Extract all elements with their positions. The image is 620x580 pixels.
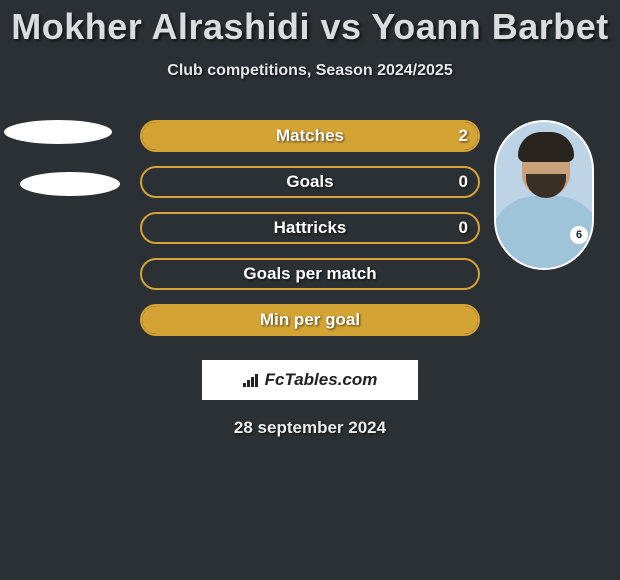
stat-bar-fill bbox=[142, 306, 478, 334]
page-title: Mokher Alrashidi vs Yoann Barbet bbox=[0, 6, 620, 48]
stats-block: Matches2Goals0Hattricks0Goals per matchM… bbox=[0, 120, 620, 340]
fctables-logo: FcTables.com bbox=[202, 360, 418, 400]
logo-text: FcTables.com bbox=[265, 370, 378, 390]
stat-bar-goals-per-match: Goals per match bbox=[140, 258, 480, 290]
bars-container: Matches2Goals0Hattricks0Goals per matchM… bbox=[140, 120, 480, 350]
stat-bar-value: 0 bbox=[459, 168, 468, 196]
stat-bar-fill bbox=[142, 122, 478, 150]
stat-bar-label: Goals bbox=[142, 168, 478, 196]
stat-bar-matches: Matches2 bbox=[140, 120, 480, 152]
logo-chart-icon bbox=[243, 373, 261, 387]
left-avatar-placeholder bbox=[4, 120, 112, 144]
stat-bar-value: 0 bbox=[459, 214, 468, 242]
stat-bar-min-per-goal: Min per goal bbox=[140, 304, 480, 336]
right-player-photo: 6 bbox=[494, 120, 594, 270]
date-label: 28 september 2024 bbox=[0, 418, 620, 438]
page-subtitle: Club competitions, Season 2024/2025 bbox=[0, 62, 620, 80]
avatar-beard bbox=[526, 174, 566, 198]
stat-bar-goals: Goals0 bbox=[140, 166, 480, 198]
shirt-number-badge: 6 bbox=[570, 226, 588, 244]
stat-bar-label: Goals per match bbox=[142, 260, 478, 288]
stat-bar-hattricks: Hattricks0 bbox=[140, 212, 480, 244]
left-avatar-placeholder bbox=[20, 172, 120, 196]
avatar-hair bbox=[518, 132, 574, 162]
stat-bar-value: 2 bbox=[459, 122, 468, 150]
stat-bar-label: Hattricks bbox=[142, 214, 478, 242]
